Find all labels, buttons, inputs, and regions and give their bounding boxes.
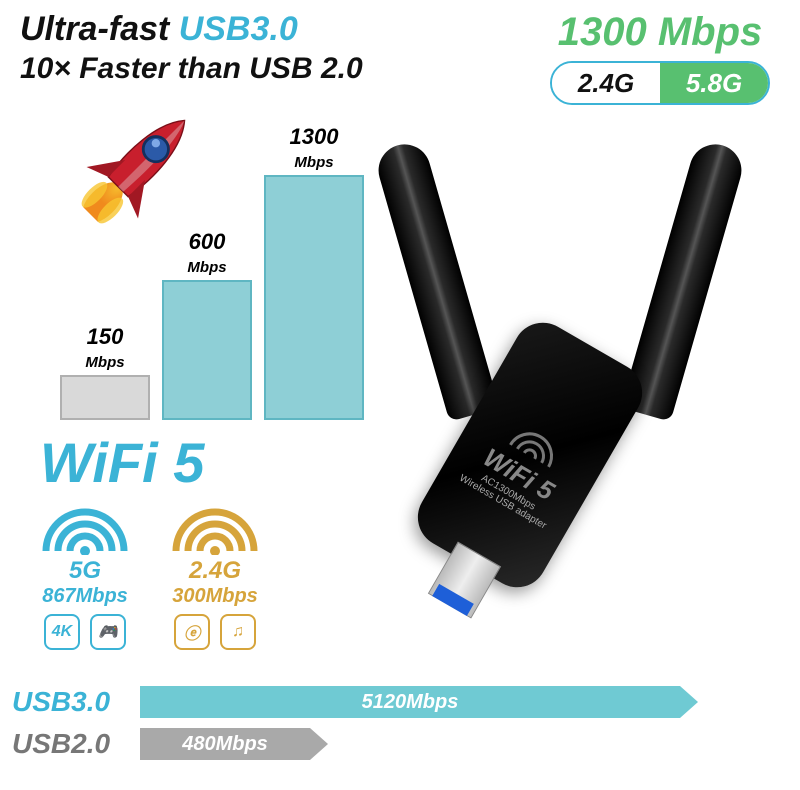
band-speed: 300Mbps	[172, 585, 258, 608]
band-speed: 867Mbps	[42, 585, 128, 608]
top-right-badge: 1300 Mbps 2.4G 5.8G	[550, 10, 770, 105]
speed-row-label: USB2.0	[0, 728, 140, 760]
bar-0: 150Mbps	[60, 325, 150, 420]
usb-speed-comparison: USB3.05120MbpsUSB2.0480Mbps	[0, 686, 800, 770]
bar-rect-2	[264, 175, 364, 420]
bar-label-1: 600Mbps	[187, 230, 226, 276]
bar-rect-1	[162, 280, 252, 420]
antenna-left	[372, 138, 499, 421]
feature-icon: 🎮	[90, 614, 126, 650]
speed-row-bar: 480Mbps	[140, 728, 310, 760]
speed-bar-chart: 150Mbps600Mbps1300Mbps	[60, 150, 380, 420]
feature-icon: ♫	[220, 614, 256, 650]
speed-row-label: USB3.0	[0, 686, 140, 718]
bar-rect-0	[60, 375, 150, 420]
speed-row-USB3.0: USB3.05120Mbps	[0, 686, 800, 718]
top-speed: 1300 Mbps	[550, 10, 770, 55]
headline-usb30: USB3.0	[179, 10, 298, 48]
headline-pre: Ultra-fast	[20, 10, 179, 48]
band-col-2.4G: 2.4G300Mbps ⓔ ♫	[170, 501, 260, 650]
speed-row-USB2.0: USB2.0480Mbps	[0, 728, 800, 760]
band-name: 5G	[69, 557, 101, 585]
bar-label-2: 1300Mbps	[290, 125, 339, 171]
speed-row-bar: 5120Mbps	[140, 686, 680, 718]
feature-icon: 4K	[44, 614, 80, 650]
band-name: 2.4G	[189, 557, 241, 585]
wifi-icon	[40, 501, 130, 555]
band-col-5G: 5G867Mbps 4K 🎮	[40, 501, 130, 650]
band-pill-right: 5.8G	[660, 63, 768, 103]
wifi5-title: WiFi 5	[40, 430, 260, 495]
bar-label-0: 150Mbps	[85, 325, 124, 371]
bar-1: 600Mbps	[162, 230, 252, 420]
band-pill-left: 2.4G	[552, 63, 660, 103]
headline: Ultra-fast USB3.0	[20, 10, 298, 49]
bar-2: 1300Mbps	[264, 125, 364, 420]
wifi5-section: WiFi 5 5G867Mbps 4K 🎮 2.4G300Mbps ⓔ ♫	[40, 430, 260, 650]
subheadline: 10× Faster than USB 2.0	[20, 52, 363, 86]
feature-icon: ⓔ	[174, 614, 210, 650]
band-pill: 2.4G 5.8G	[550, 61, 770, 105]
wifi-icon	[170, 501, 260, 555]
usb-adapter-illustration: WiFi 5 AC1300Mbps Wireless USB adapter	[380, 150, 740, 650]
